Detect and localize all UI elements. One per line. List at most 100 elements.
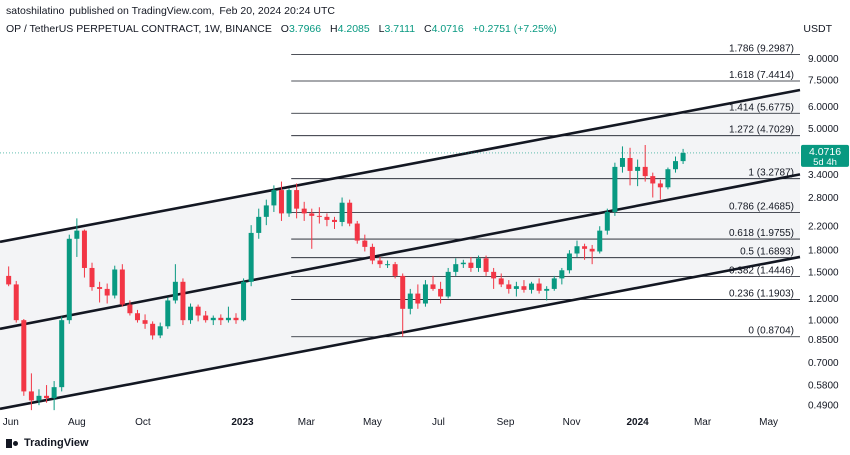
candle-body bbox=[597, 230, 603, 252]
time-tick-label: Jun bbox=[3, 417, 19, 428]
candle-body bbox=[165, 300, 171, 327]
candle bbox=[657, 179, 663, 200]
candle-body bbox=[551, 278, 557, 289]
price-tick-label: 0.8500 bbox=[808, 335, 839, 346]
candle bbox=[468, 256, 474, 272]
open-value: 3.7966 bbox=[288, 23, 322, 35]
candle bbox=[619, 146, 625, 173]
channel-line-middle bbox=[0, 173, 801, 331]
candle bbox=[574, 240, 580, 257]
candle bbox=[263, 199, 269, 226]
candle-body bbox=[225, 317, 231, 321]
symbol-title[interactable]: OP / TetherUS PERPETUAL CONTRACT, 1W, BI… bbox=[6, 23, 272, 35]
candle-body bbox=[180, 281, 186, 321]
time-tick-label: May bbox=[759, 417, 778, 428]
candle-body bbox=[445, 271, 451, 297]
time-axis[interactable]: Jun Aug Oct 2023 Mar May Jul Sep Nov 2024 Mar May bbox=[3, 417, 778, 428]
logo-text: TradingView bbox=[24, 437, 89, 449]
candle-body bbox=[529, 283, 535, 290]
candle bbox=[13, 280, 19, 323]
price-tick-label: 1.5000 bbox=[808, 267, 839, 278]
close-label: C bbox=[423, 23, 432, 35]
time-tick-label: Oct bbox=[135, 417, 151, 428]
candle bbox=[566, 250, 572, 274]
price-tick-label: 7.5000 bbox=[808, 76, 839, 87]
candle bbox=[142, 314, 148, 329]
candle bbox=[407, 288, 413, 315]
candle bbox=[415, 284, 421, 309]
candle-body bbox=[347, 202, 353, 224]
candle-body bbox=[294, 190, 300, 209]
author-name[interactable]: satoshilatino bbox=[6, 5, 65, 17]
candle-body bbox=[453, 264, 459, 272]
price-tick-label: 0.7000 bbox=[808, 358, 839, 369]
price-axis[interactable]: 9.0000 7.5000 6.0000 5.0000 3.4000 2.8000 2.20… bbox=[808, 54, 839, 412]
candle bbox=[445, 267, 451, 299]
price-tick-label: 0.4900 bbox=[808, 401, 839, 412]
candle-body bbox=[475, 258, 481, 268]
channel-line-lower bbox=[0, 255, 801, 411]
candle-body bbox=[612, 166, 618, 212]
candle-body bbox=[483, 258, 489, 272]
candle bbox=[165, 297, 171, 329]
candle bbox=[529, 281, 535, 294]
candle bbox=[294, 183, 300, 219]
candle-body bbox=[635, 166, 641, 171]
candle bbox=[301, 201, 307, 221]
candle bbox=[513, 281, 519, 297]
currency-unit: USDT bbox=[803, 23, 832, 35]
fib-level-label: 0.5 (1.6893) bbox=[740, 247, 794, 258]
candle bbox=[36, 389, 42, 406]
candle-body bbox=[415, 293, 421, 304]
fib-level-label: 1 (3.2787) bbox=[748, 168, 794, 179]
candle bbox=[385, 260, 391, 268]
candle-body bbox=[241, 281, 247, 321]
candle bbox=[134, 309, 140, 323]
candle-body bbox=[316, 215, 322, 217]
price-tick-label: 5.0000 bbox=[808, 124, 839, 135]
candle-body bbox=[536, 283, 542, 291]
candle bbox=[218, 314, 224, 326]
tradingview-logo-icon bbox=[6, 438, 20, 448]
candle bbox=[271, 185, 277, 212]
candle-body bbox=[66, 238, 72, 321]
candle-body bbox=[604, 211, 610, 231]
candle bbox=[453, 258, 459, 276]
last-price-tag bbox=[801, 144, 849, 167]
candle-body bbox=[498, 278, 504, 285]
candle bbox=[97, 281, 103, 303]
candle bbox=[680, 148, 686, 164]
candles bbox=[6, 144, 686, 411]
candle-body bbox=[627, 158, 633, 171]
channel-line-upper bbox=[0, 88, 801, 244]
tradingview-logo[interactable]: TradingView bbox=[6, 437, 89, 449]
candle bbox=[195, 304, 201, 322]
candle-body bbox=[74, 230, 80, 239]
candle bbox=[233, 313, 239, 324]
candle bbox=[521, 280, 527, 293]
time-tick-label: 2023 bbox=[231, 417, 254, 428]
candle-body bbox=[650, 176, 656, 184]
candle-body bbox=[142, 320, 148, 324]
candle bbox=[612, 162, 618, 216]
candle bbox=[642, 144, 648, 182]
candle bbox=[438, 281, 444, 304]
candle-body bbox=[619, 158, 625, 167]
candle bbox=[475, 255, 481, 272]
candle bbox=[256, 208, 262, 239]
candle-body bbox=[673, 161, 679, 170]
candle bbox=[377, 256, 383, 268]
candle-body bbox=[422, 284, 428, 304]
candle-body bbox=[195, 306, 201, 316]
candle-body bbox=[13, 284, 19, 321]
change-value: +0.2751 (+7.25%) bbox=[472, 23, 557, 35]
candle-body bbox=[44, 395, 50, 399]
candle-body bbox=[385, 264, 391, 266]
candle-body bbox=[36, 395, 42, 401]
candle-body bbox=[589, 248, 595, 252]
candle bbox=[157, 322, 163, 339]
candle-body bbox=[559, 270, 565, 279]
fibonacci-levels: 1.786 (9.2987) 1.618 (7.4414) 1.414 (5.677… bbox=[291, 43, 800, 338]
candle-body bbox=[28, 391, 34, 401]
